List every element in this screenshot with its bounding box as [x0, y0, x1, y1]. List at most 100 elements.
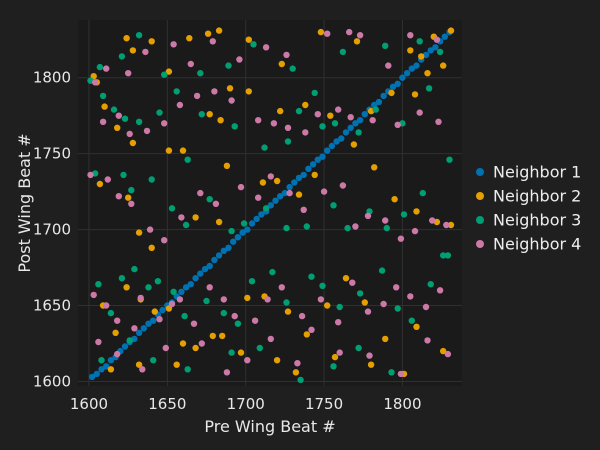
data-point: [244, 294, 251, 302]
data-point: [219, 332, 226, 340]
data-point: [112, 329, 119, 336]
data-point: [283, 51, 290, 59]
data-point: [389, 83, 397, 91]
data-point: [192, 275, 199, 282]
data-point: [206, 111, 213, 118]
data-point: [220, 247, 227, 254]
data-point: [284, 138, 292, 145]
data-point: [125, 70, 132, 77]
x-tick-label: 1800: [383, 395, 421, 413]
data-point: [440, 62, 447, 69]
data-point: [333, 138, 340, 145]
data-point: [317, 296, 325, 303]
data-point: [203, 297, 210, 305]
data-point: [295, 191, 303, 198]
data-point: [240, 220, 248, 227]
data-point: [356, 290, 364, 297]
data-point: [110, 106, 118, 113]
data-point: [192, 214, 199, 221]
legend-label: Neighbor 4: [493, 235, 581, 254]
data-point: [320, 188, 328, 195]
data-point: [289, 65, 296, 72]
data-point: [143, 127, 151, 135]
data-point: [443, 221, 450, 229]
data-point: [156, 109, 163, 116]
data-point: [135, 329, 143, 336]
data-point: [397, 235, 405, 242]
data-point: [342, 275, 350, 282]
data-point: [250, 41, 257, 48]
data-point: [176, 296, 184, 303]
data-point: [338, 135, 345, 142]
data-point: [314, 111, 321, 118]
data-point: [330, 363, 337, 370]
data-point: [319, 153, 326, 160]
data-point: [211, 88, 218, 95]
series-1: [88, 28, 453, 381]
legend-label: Neighbor 1: [493, 163, 581, 182]
data-point: [197, 189, 204, 197]
data-point: [298, 312, 306, 320]
data-point: [346, 28, 353, 36]
data-point: [215, 218, 223, 226]
data-point: [99, 92, 107, 100]
data-point: [99, 118, 107, 126]
data-point: [435, 118, 442, 126]
data-point: [87, 171, 94, 179]
data-point: [234, 234, 242, 241]
data-point: [129, 47, 137, 54]
data-point: [248, 278, 256, 285]
data-point: [418, 53, 425, 60]
data-point: [380, 300, 387, 308]
data-point: [107, 357, 115, 364]
data-point: [324, 302, 331, 309]
data-point: [284, 124, 292, 131]
data-point: [444, 350, 452, 358]
data-point: [114, 350, 121, 358]
data-point: [123, 284, 130, 291]
data-point: [178, 214, 185, 221]
data-point: [302, 101, 309, 109]
data-point: [162, 344, 169, 352]
data-point: [201, 265, 209, 273]
data-point: [366, 352, 373, 359]
data-point: [355, 344, 362, 352]
data-point: [251, 317, 259, 324]
data-point: [355, 129, 362, 136]
data-point: [96, 63, 104, 71]
data-point: [135, 118, 143, 126]
data-point: [303, 331, 310, 338]
data-point: [223, 162, 231, 169]
data-point: [440, 347, 447, 355]
data-point: [128, 186, 135, 194]
data-point: [101, 103, 108, 110]
data-point: [98, 366, 105, 373]
data-point: [156, 316, 163, 323]
data-point: [198, 340, 205, 347]
data-point: [336, 303, 343, 311]
data-point: [408, 317, 415, 324]
data-point: [388, 369, 395, 376]
data-point: [339, 48, 347, 56]
data-point: [273, 177, 281, 185]
data-point: [283, 224, 290, 232]
data-point: [192, 344, 199, 352]
data-point: [400, 211, 408, 218]
data-point: [352, 223, 359, 230]
data-point: [335, 106, 342, 113]
data-point: [408, 65, 415, 72]
data-point: [300, 171, 307, 179]
data-point: [259, 179, 267, 186]
data-point: [393, 284, 400, 291]
data-point: [272, 197, 279, 204]
series-2: [90, 27, 455, 378]
data-point: [161, 71, 168, 78]
data-point: [419, 189, 426, 197]
data-point: [90, 291, 97, 299]
data-point: [413, 208, 420, 215]
data-point: [440, 252, 447, 259]
data-point: [317, 28, 325, 36]
data-point: [375, 98, 383, 106]
data-point: [407, 47, 414, 54]
data-point: [168, 300, 176, 308]
